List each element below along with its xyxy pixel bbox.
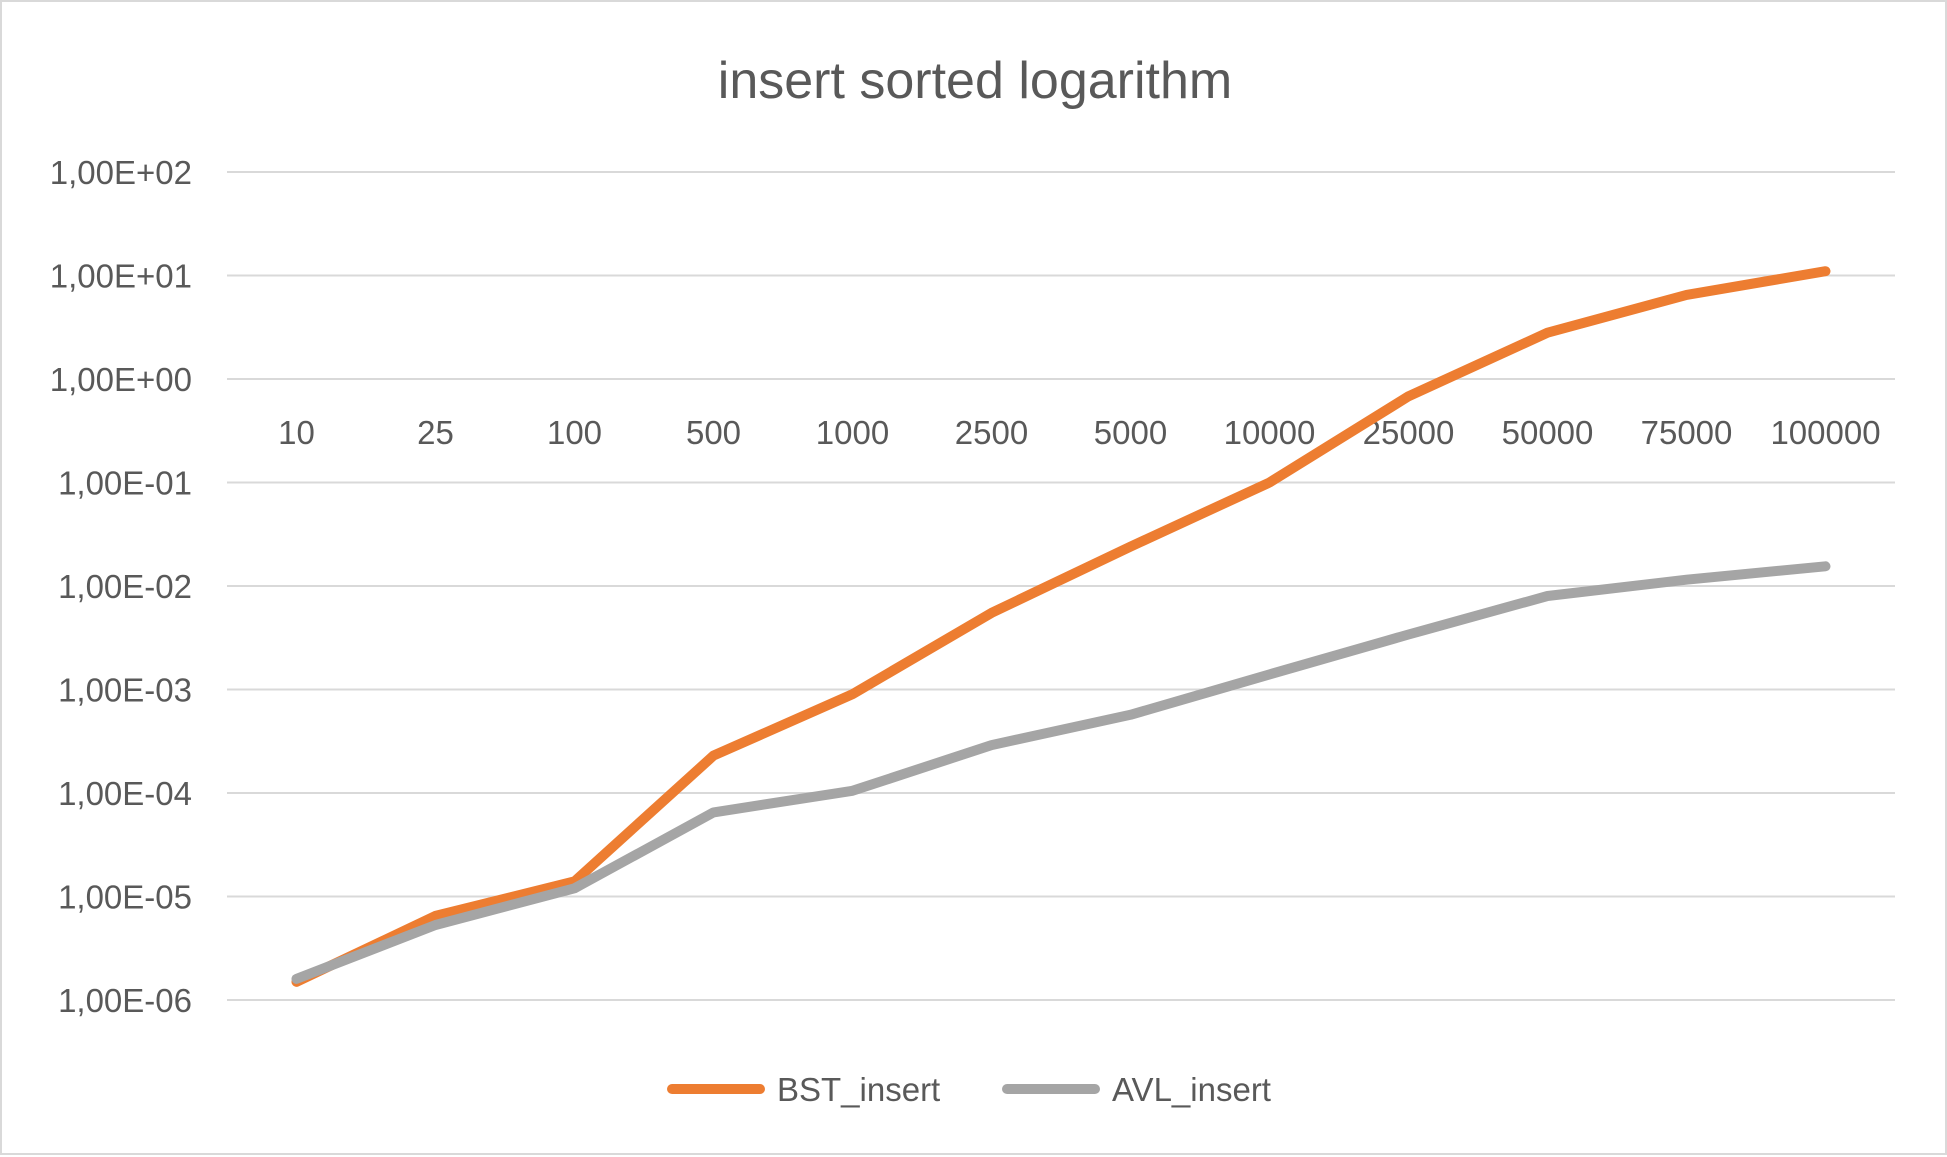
- x-tick-label: 50000: [1502, 414, 1594, 451]
- x-tick-label: 25: [417, 414, 454, 451]
- x-tick-label: 100000: [1770, 414, 1880, 451]
- chart-title: insert sorted logarithm: [718, 52, 1232, 110]
- y-tick-label: 1,00E-01: [58, 465, 192, 502]
- y-tick-label: 1,00E+00: [50, 361, 192, 398]
- x-tick-label: 2500: [955, 414, 1028, 451]
- x-axis-tick-labels: 10 25 100 500 1000 2500 5000 10000 25000 50000 750…: [278, 414, 1880, 451]
- legend-label: AVL_insert: [1112, 1071, 1271, 1108]
- y-axis-tick-labels: 1,00E-06 1,00E-05 1,00E-04 1,00E-03 1,00E-02…: [50, 154, 192, 1019]
- x-tick-label: 5000: [1094, 414, 1167, 451]
- x-tick-label: 500: [686, 414, 741, 451]
- x-tick-label: 10000: [1224, 414, 1316, 451]
- x-tick-label: 75000: [1641, 414, 1733, 451]
- y-tick-label: 1,00E-05: [58, 879, 192, 916]
- y-tick-label: 1,00E-03: [58, 672, 192, 709]
- x-tick-label: 10: [278, 414, 315, 451]
- y-tick-label: 1,00E-04: [58, 775, 192, 812]
- series-line-BST_insert: [291, 266, 1831, 987]
- y-tick-label: 1,00E+01: [50, 258, 192, 295]
- y-tick-label: 1,00E-06: [58, 982, 192, 1019]
- y-tick-label: 1,00E-02: [58, 568, 192, 605]
- legend: BST_insert AVL_insert: [667, 1071, 1271, 1108]
- x-tick-label: 1000: [816, 414, 889, 451]
- x-tick-label: 100: [547, 414, 602, 451]
- legend-label: BST_insert: [777, 1071, 940, 1108]
- series-lines: [291, 266, 1831, 987]
- series-line-AVL_insert: [291, 561, 1831, 984]
- y-tick-label: 1,00E+02: [50, 154, 192, 191]
